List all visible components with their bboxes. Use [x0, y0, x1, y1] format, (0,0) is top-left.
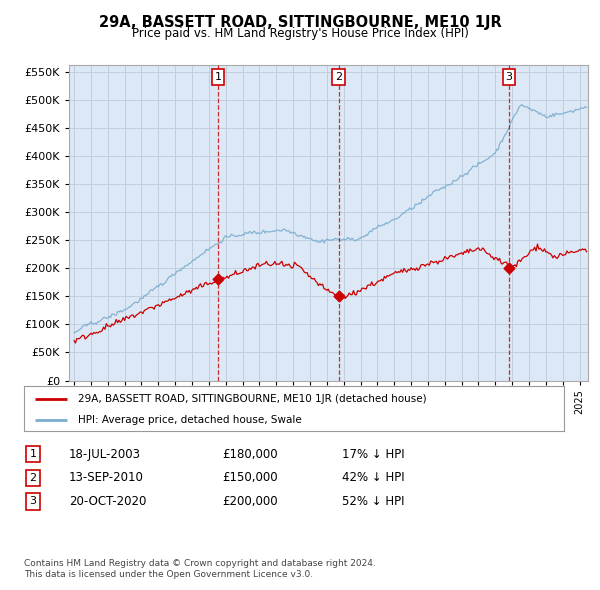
Text: 17% ↓ HPI: 17% ↓ HPI — [342, 448, 404, 461]
Text: HPI: Average price, detached house, Swale: HPI: Average price, detached house, Swal… — [78, 415, 302, 425]
Text: Price paid vs. HM Land Registry's House Price Index (HPI): Price paid vs. HM Land Registry's House … — [131, 27, 469, 40]
Text: 20-OCT-2020: 20-OCT-2020 — [69, 495, 146, 508]
Text: 1: 1 — [29, 450, 37, 459]
Text: 29A, BASSETT ROAD, SITTINGBOURNE, ME10 1JR (detached house): 29A, BASSETT ROAD, SITTINGBOURNE, ME10 1… — [78, 394, 427, 404]
Point — [504, 264, 514, 273]
Point — [213, 275, 223, 284]
Text: £150,000: £150,000 — [222, 471, 278, 484]
Text: 1: 1 — [214, 72, 221, 82]
Text: 52% ↓ HPI: 52% ↓ HPI — [342, 495, 404, 508]
Text: 3: 3 — [29, 497, 37, 506]
Text: 2: 2 — [335, 72, 343, 82]
Text: This data is licensed under the Open Government Licence v3.0.: This data is licensed under the Open Gov… — [24, 571, 313, 579]
Text: 2: 2 — [29, 473, 37, 483]
Point — [334, 291, 344, 301]
Text: 29A, BASSETT ROAD, SITTINGBOURNE, ME10 1JR: 29A, BASSETT ROAD, SITTINGBOURNE, ME10 1… — [98, 15, 502, 30]
Text: Contains HM Land Registry data © Crown copyright and database right 2024.: Contains HM Land Registry data © Crown c… — [24, 559, 376, 568]
Text: £180,000: £180,000 — [222, 448, 278, 461]
Text: 3: 3 — [505, 72, 512, 82]
Text: 13-SEP-2010: 13-SEP-2010 — [69, 471, 144, 484]
Text: 18-JUL-2003: 18-JUL-2003 — [69, 448, 141, 461]
Text: £200,000: £200,000 — [222, 495, 278, 508]
Text: 42% ↓ HPI: 42% ↓ HPI — [342, 471, 404, 484]
